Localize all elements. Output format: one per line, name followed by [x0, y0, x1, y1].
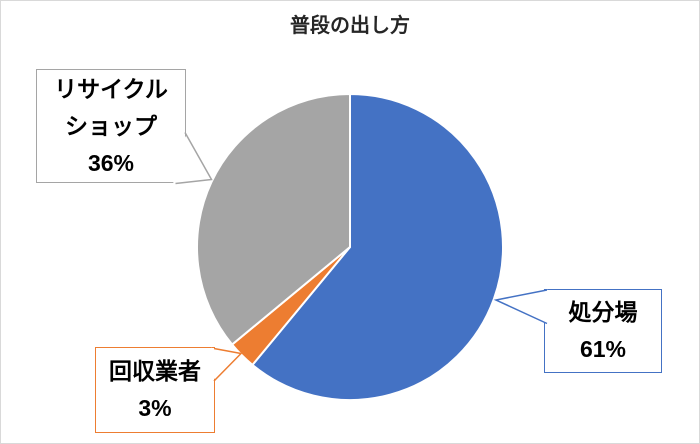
pie-slice-recycle-shop [196, 92, 351, 346]
chart-title: 普段の出し方 [290, 15, 410, 37]
callout-value: 61% [579, 336, 627, 362]
callout-label: 回収業者 [109, 358, 201, 384]
callout-pointer-collection-agent [211, 347, 243, 382]
callout-pointer-disposal-site [493, 289, 548, 325]
pie [196, 92, 504, 401]
callout-collection-agent: 回収業者 3% [95, 347, 215, 433]
pie-slice-collection-agent [230, 246, 351, 367]
pie-slice-disposal-site [251, 92, 504, 401]
callout-label: ショップ [65, 112, 157, 139]
callout-label: リサイクル [54, 75, 168, 102]
callout-value: 3% [138, 395, 172, 421]
callout-disposal-site: 処分場 61% [544, 289, 662, 373]
callout-label: 処分場 [568, 299, 638, 325]
callout-value: 36% [87, 149, 135, 176]
callout-recycle-shop: リサイクル ショップ 36% [36, 69, 186, 183]
